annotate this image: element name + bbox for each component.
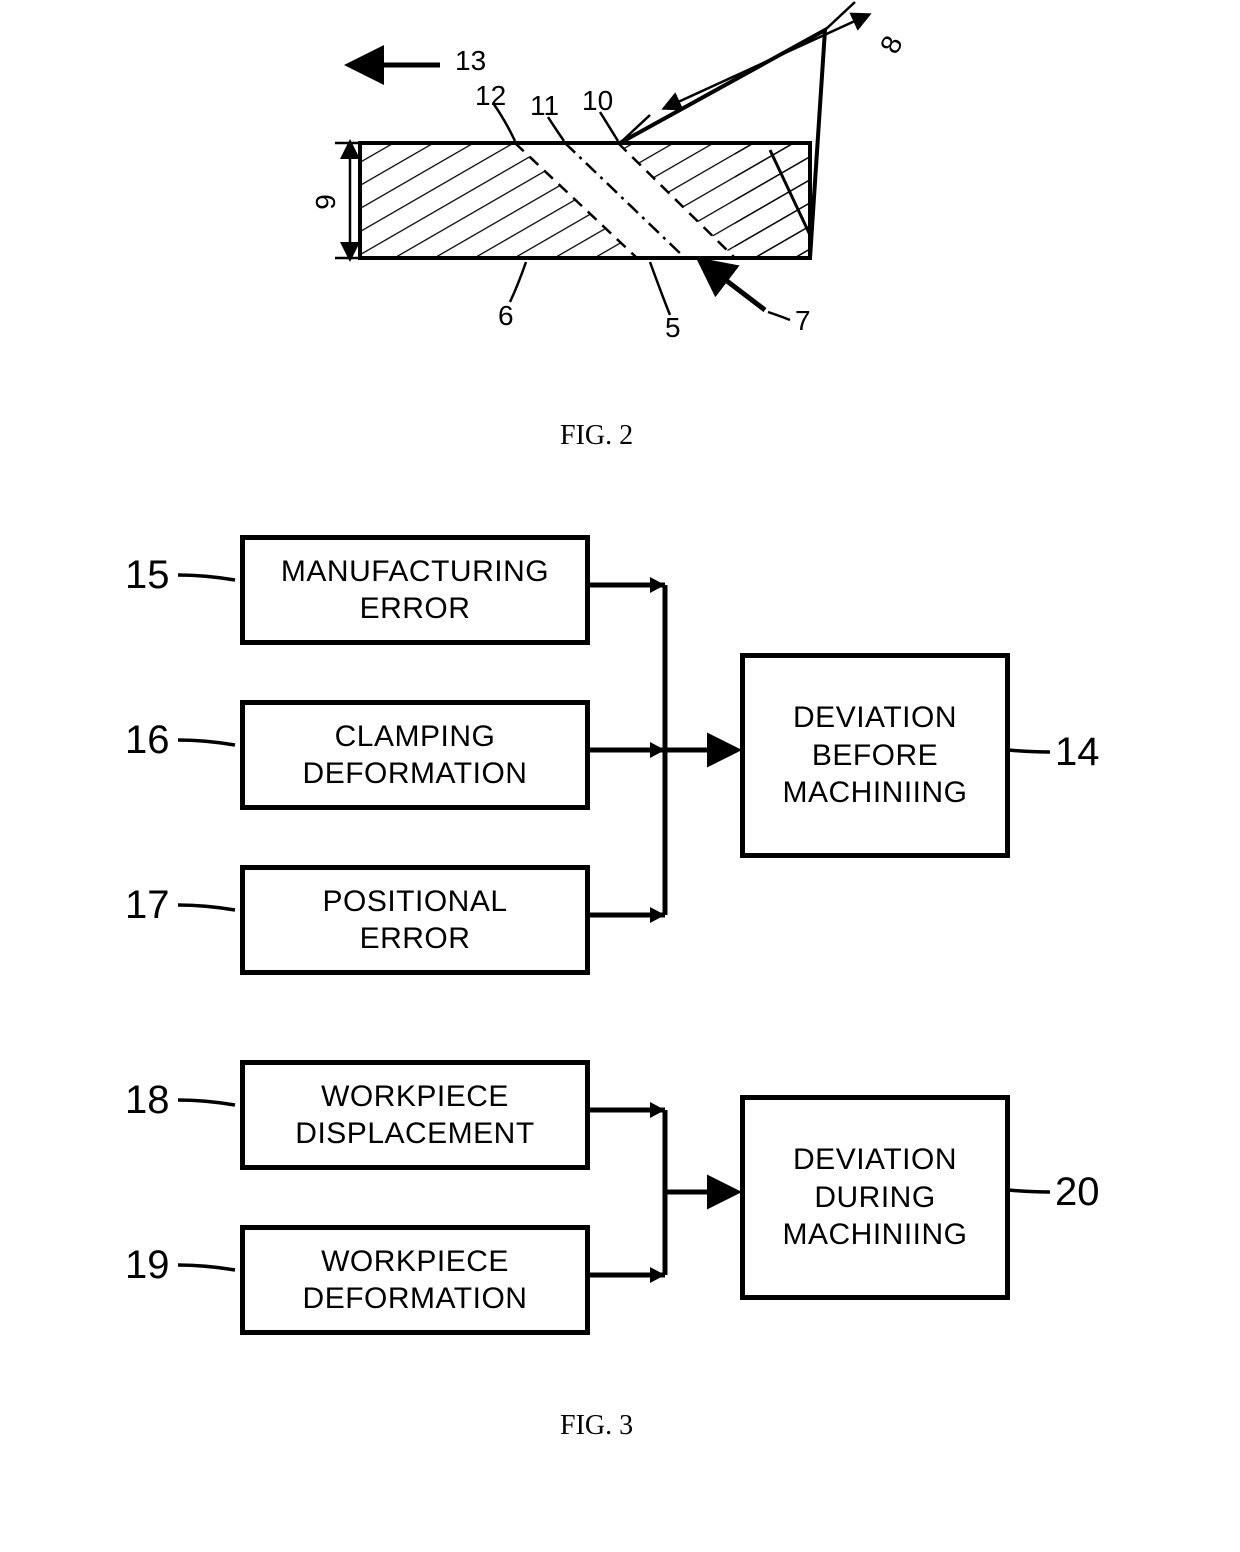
ref-15: 15 [125, 553, 170, 598]
box-18-label: WORKPIECE DISPLACEMENT [295, 1078, 534, 1153]
box-16: CLAMPING DEFORMATION [240, 700, 590, 810]
ref-17: 17 [125, 883, 170, 928]
ref-20: 20 [1055, 1170, 1100, 1215]
box-16-label: CLAMPING DEFORMATION [303, 718, 528, 793]
box-20: DEVIATION DURING MACHINIING [740, 1095, 1010, 1300]
box-19-label: WORKPIECE DEFORMATION [303, 1243, 528, 1318]
dim-8-line [665, 15, 868, 108]
leader-6 [510, 262, 526, 302]
box-20-label: DEVIATION DURING MACHINIING [783, 1141, 968, 1254]
ref-19: 19 [125, 1243, 170, 1288]
ref-13: 13 [455, 45, 486, 77]
ref-6: 6 [498, 300, 514, 332]
box-19: WORKPIECE DEFORMATION [240, 1225, 590, 1335]
fig3-caption: FIG. 3 [560, 1410, 633, 1442]
fig2-drawing [0, 0, 1240, 420]
ref-9: 9 [310, 194, 342, 210]
leader-5 [650, 262, 670, 315]
box-17-label: POSITIONAL ERROR [322, 883, 507, 958]
ref-10: 10 [582, 85, 613, 117]
leader-7 [768, 312, 790, 320]
ref-16: 16 [125, 718, 170, 763]
ref-18: 18 [125, 1078, 170, 1123]
box-17: POSITIONAL ERROR [240, 865, 590, 975]
fig2-caption: FIG. 2 [560, 420, 633, 452]
ref-11: 11 [530, 90, 559, 122]
ref-7: 7 [795, 305, 811, 337]
box-15: MANUFACTURING ERROR [240, 535, 590, 645]
hatch-left [360, 143, 637, 258]
box-18: WORKPIECE DISPLACEMENT [240, 1060, 590, 1170]
ref-5: 5 [665, 312, 681, 344]
box-14: DEVIATION BEFORE MACHINIING [740, 653, 1010, 858]
box-14-label: DEVIATION BEFORE MACHINIING [783, 699, 968, 812]
arrow-7 [702, 262, 765, 310]
ref-12: 12 [475, 80, 506, 112]
box-15-label: MANUFACTURING ERROR [281, 553, 549, 628]
ref-14: 14 [1055, 730, 1100, 775]
